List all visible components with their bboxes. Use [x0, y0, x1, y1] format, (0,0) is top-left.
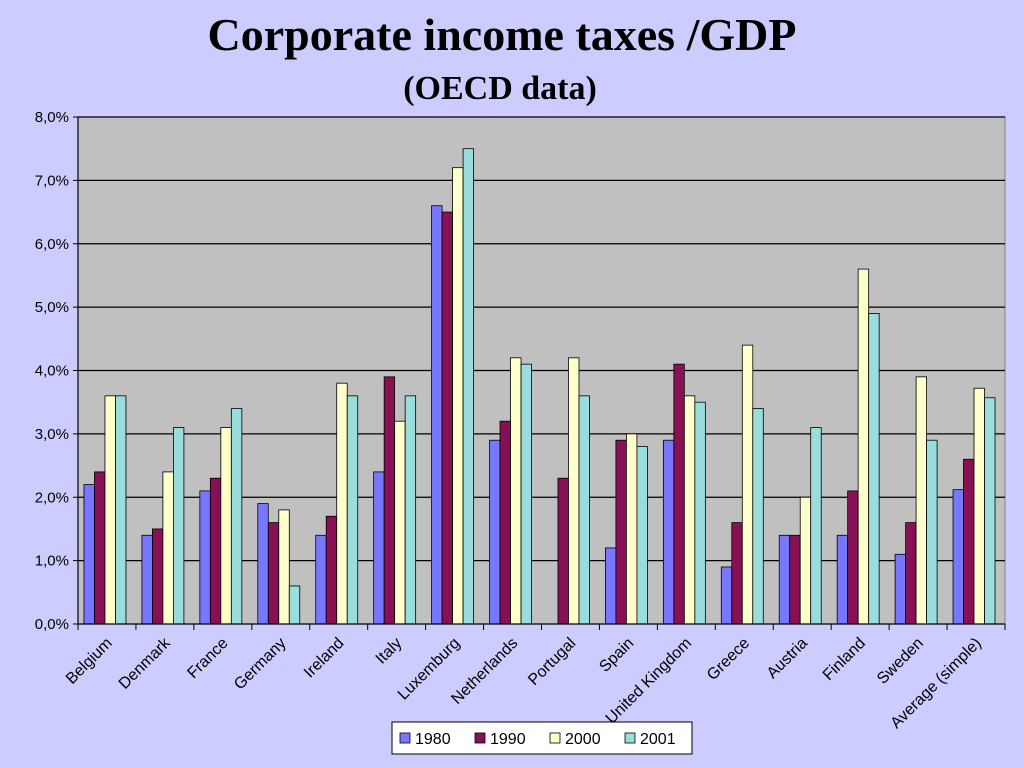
chart-title: Corporate income taxes /GDP	[207, 9, 797, 60]
bar-2001-average-simple-	[984, 397, 996, 625]
bar-2001-italy	[404, 395, 417, 625]
bar-2000-average-simple-	[973, 387, 985, 625]
bar-2001-sweden	[926, 439, 938, 625]
category-label: Belgium	[63, 635, 116, 688]
y-tick-label: 4,0%	[35, 363, 69, 380]
bar-1980-france	[199, 490, 211, 625]
category-label: Sweden	[874, 635, 927, 688]
bar-2001-ireland	[346, 395, 359, 625]
bar-1990-austria	[789, 534, 801, 625]
y-tick-label: 0,0%	[35, 616, 69, 633]
bar-1990-spain	[615, 439, 627, 625]
bar-1980-ireland	[315, 534, 327, 625]
legend-entry: 1980	[415, 731, 451, 748]
bar-1980-austria	[778, 534, 791, 625]
bar-1980-united-kingdom	[662, 439, 675, 625]
bar-1990-sweden	[905, 522, 917, 625]
category-label: Denmark	[116, 634, 175, 693]
bar-2000-luxemburg	[452, 167, 464, 625]
legend-swatch	[474, 732, 486, 744]
legend-swatch	[624, 732, 636, 744]
bar-2000-finland	[857, 268, 870, 625]
y-tick-label: 2,0%	[35, 489, 69, 506]
category-label: Portugal	[525, 635, 579, 689]
bar-1990-ireland	[325, 515, 338, 625]
bar-2001-united-kingdom	[694, 401, 706, 625]
category-label: Ireland	[301, 635, 348, 682]
bar-1990-netherlands	[499, 420, 511, 625]
bar-2000-spain	[626, 433, 638, 625]
chart-subtitle: (OECD data)	[403, 70, 597, 107]
legend-entry: 1990	[490, 731, 526, 748]
bar-1980-average-simple-	[952, 489, 964, 625]
bar-2001-germany	[288, 585, 301, 625]
bar-2001-portugal	[578, 395, 590, 625]
bar-1980-spain	[605, 547, 617, 625]
bar-2000-portugal	[568, 357, 580, 625]
bar-1990-germany	[267, 522, 280, 625]
bar-2001-netherlands	[520, 363, 532, 625]
bar-2000-austria	[799, 496, 812, 625]
category-label: Finland	[820, 635, 869, 684]
bar-2001-austria	[810, 427, 822, 625]
bar-1990-portugal	[557, 477, 569, 625]
legend-box	[391, 721, 693, 755]
bar-1980-sweden	[894, 553, 906, 625]
bar-1990-greece	[731, 522, 743, 625]
bar-2001-greece	[752, 408, 764, 625]
bar-1990-italy	[383, 376, 396, 625]
bar-2001-spain	[636, 446, 648, 625]
bar-1990-average-simple-	[963, 458, 975, 625]
y-tick-label: 3,0%	[35, 426, 69, 443]
legend-entry: 2000	[565, 731, 601, 748]
category-label: Greece	[704, 635, 753, 684]
category-label: Spain	[596, 635, 637, 676]
bar-2000-france	[220, 427, 232, 625]
bar-2000-denmark	[162, 471, 174, 625]
bar-1980-germany	[257, 503, 269, 625]
legend: 1980 1990 2000 2001	[391, 721, 693, 755]
bar-2000-greece	[741, 344, 754, 625]
category-label: Germany	[231, 635, 290, 694]
bar-1990-belgium	[94, 471, 106, 625]
bar-2000-belgium	[104, 395, 116, 625]
bar-1990-france	[209, 477, 222, 625]
bar-2000-germany	[278, 509, 290, 625]
y-tick-label: 1,0%	[35, 553, 69, 570]
bar-2001-denmark	[173, 427, 185, 625]
bar-1990-denmark	[152, 528, 164, 625]
bar-1980-finland	[836, 534, 849, 625]
category-label: Italy	[373, 635, 406, 668]
bar-2000-ireland	[336, 382, 348, 625]
bar-1980-italy	[373, 471, 385, 625]
y-tick-label: 8,0%	[35, 109, 69, 126]
bar-1980-greece	[720, 566, 733, 625]
bar-2001-luxemburg	[462, 148, 474, 625]
category-label: Austria	[764, 635, 811, 682]
bar-1990-luxemburg	[441, 211, 453, 625]
bar-2001-belgium	[115, 395, 127, 625]
bar-2000-united-kingdom	[683, 395, 696, 625]
legend-entry: 2001	[640, 731, 676, 748]
legend-swatch	[549, 732, 561, 744]
bar-2000-italy	[394, 420, 406, 625]
bar-2001-finland	[868, 313, 880, 625]
category-label: France	[184, 635, 231, 682]
bars	[83, 148, 996, 625]
bar-1980-netherlands	[489, 439, 501, 625]
y-tick-label: 5,0%	[35, 299, 69, 316]
y-tick-label: 7,0%	[35, 172, 69, 189]
bar-1990-united-kingdom	[673, 363, 685, 625]
y-tick-label: 6,0%	[35, 236, 69, 253]
bar-1980-denmark	[141, 534, 153, 625]
bar-1980-luxemburg	[431, 205, 443, 625]
bar-2000-sweden	[915, 376, 927, 625]
legend-swatch	[399, 732, 411, 744]
bar-2001-france	[230, 408, 243, 625]
bar-1980-belgium	[83, 484, 95, 625]
bar-2000-netherlands	[510, 357, 522, 625]
bar-1990-finland	[847, 490, 859, 625]
